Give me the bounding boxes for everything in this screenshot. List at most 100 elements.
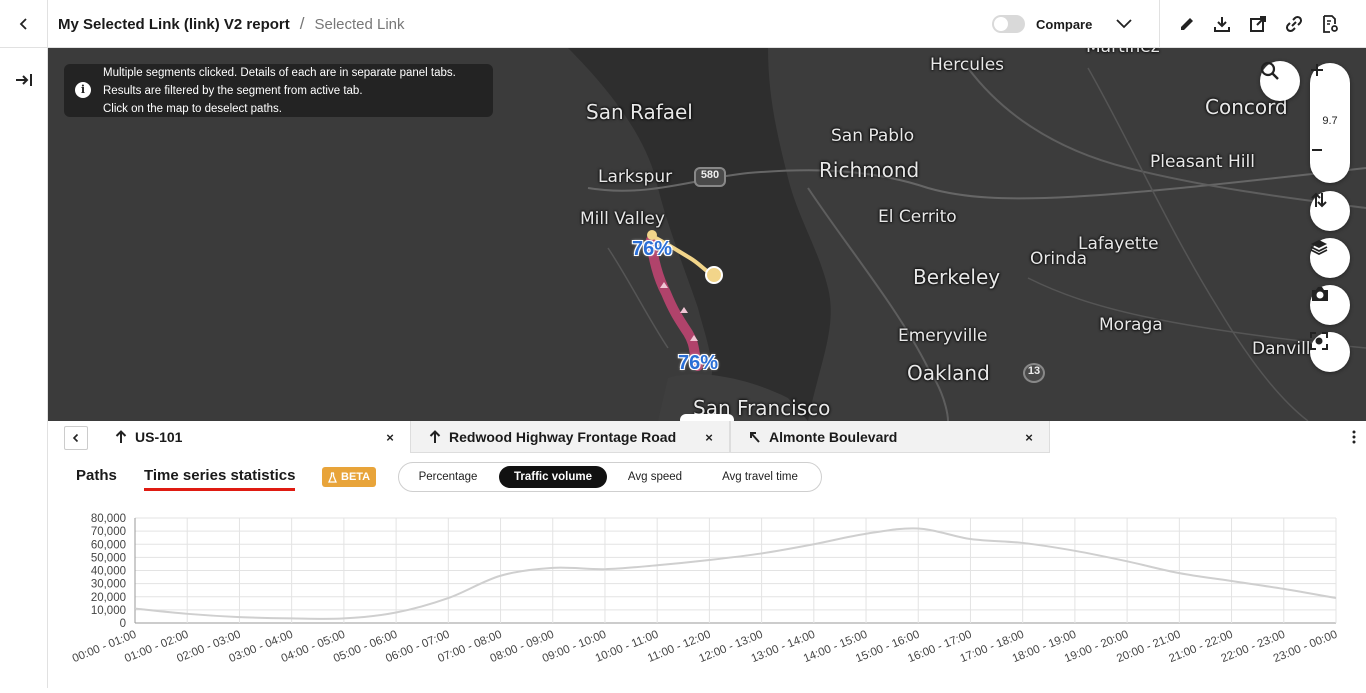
metric-traffic-volume[interactable]: Traffic volume — [499, 466, 607, 488]
metric-selector: Percentage Traffic volume Avg speed Avg … — [398, 462, 822, 492]
tab-close-button[interactable]: × — [1021, 429, 1037, 445]
map-label-hercules: Hercules — [930, 55, 1004, 75]
breadcrumb: My Selected Link (link) V2 report / Sele… — [58, 0, 405, 48]
share-button[interactable] — [1246, 12, 1270, 36]
tab-close-button[interactable]: × — [382, 429, 398, 445]
plus-icon — [1310, 63, 1324, 77]
tab-redwood-highway-frontage-road[interactable]: Redwood Highway Frontage Road × — [410, 421, 730, 453]
breadcrumb-separator: / — [300, 14, 305, 34]
map-label-berkeley: Berkeley — [913, 265, 1000, 289]
copy-link-button[interactable] — [1282, 12, 1306, 36]
export-icon — [1249, 15, 1267, 33]
download-button[interactable] — [1210, 12, 1234, 36]
map-search-button[interactable] — [1260, 61, 1300, 101]
y-tick-label: 70,000 — [91, 526, 126, 538]
y-tick-label: 80,000 — [91, 513, 126, 525]
focus-button[interactable] — [1310, 332, 1350, 372]
y-tick-label: 10,000 — [91, 605, 126, 617]
map-label-orinda: Orinda — [1030, 249, 1087, 269]
map-label-el-cerrito: El Cerrito — [878, 207, 957, 227]
minus-icon — [1310, 143, 1324, 157]
edit-button[interactable] — [1175, 12, 1199, 36]
tab-close-button[interactable]: × — [701, 429, 717, 445]
map-label-richmond: Richmond — [819, 158, 919, 182]
tab-almonte-boulevard[interactable]: Almonte Boulevard × — [730, 421, 1050, 453]
document-settings-icon — [1321, 15, 1339, 33]
map-label-pleasant-hill: Pleasant Hill — [1150, 152, 1255, 172]
tab-paths[interactable]: Paths — [76, 467, 117, 484]
tab-us-101[interactable]: US-101 × — [106, 421, 410, 453]
info-line-1: Multiple segments clicked. Details of ea… — [103, 64, 456, 82]
chevron-left-icon — [71, 433, 81, 443]
map-view[interactable]: i Multiple segments clicked. Details of … — [48, 48, 1366, 421]
compare-toggle[interactable] — [992, 15, 1025, 33]
chevron-down-icon — [1116, 19, 1132, 29]
metric-percentage[interactable]: Percentage — [403, 466, 493, 488]
expand-button[interactable] — [1112, 12, 1136, 36]
tab-label: Almonte Boulevard — [769, 429, 897, 445]
download-icon — [1213, 15, 1231, 33]
series-line-traffic-volume[interactable] — [135, 528, 1336, 619]
top-bar: My Selected Link (link) V2 report / Sele… — [0, 0, 1366, 48]
map-label-mill-valley: Mill Valley — [580, 209, 665, 229]
direction-button[interactable] — [1310, 191, 1350, 231]
zoom-in-button[interactable] — [1310, 63, 1350, 103]
toolbar-divider — [1159, 0, 1160, 48]
info-message: i Multiple segments clicked. Details of … — [64, 64, 493, 117]
zoom-out-button[interactable] — [1310, 143, 1350, 183]
panel-subtabs: Paths Time series statistics BETA Percen… — [48, 453, 1366, 501]
y-tick-label: 30,000 — [91, 579, 126, 591]
report-settings-button[interactable] — [1318, 12, 1342, 36]
screenshot-button[interactable] — [1310, 285, 1350, 325]
panel-resize-handle[interactable] — [680, 414, 734, 421]
arrow-up-left-icon — [749, 430, 761, 444]
map-label-san-rafael: San Rafael — [586, 100, 693, 124]
y-tick-label: 40,000 — [91, 566, 126, 578]
metric-avg-speed[interactable]: Avg speed — [613, 466, 697, 488]
breadcrumb-current: Selected Link — [314, 16, 404, 33]
compare-control: Compare — [992, 0, 1092, 48]
tab-prev-button[interactable] — [64, 426, 88, 450]
pencil-icon — [1178, 15, 1196, 33]
arrow-up-icon — [429, 430, 441, 444]
y-tick-label: 60,000 — [91, 539, 126, 551]
tab-time-series-statistics[interactable]: Time series statistics — [144, 467, 295, 484]
info-line-3: Click on the map to deselect paths. — [103, 100, 456, 118]
report-title[interactable]: My Selected Link (link) V2 report — [58, 16, 290, 33]
more-options-button[interactable] — [1344, 427, 1364, 447]
zoom-level: 9.7 — [1310, 115, 1350, 127]
arrow-up-icon — [115, 430, 127, 444]
layers-button[interactable] — [1310, 238, 1350, 278]
segment-tabs: US-101 × Redwood Highway Frontage Road ×… — [48, 421, 1366, 453]
expand-panel-button[interactable] — [6, 62, 42, 98]
compare-label: Compare — [1036, 17, 1092, 32]
map-label-san-pablo: San Pablo — [831, 126, 914, 146]
map-label-larkspur: Larkspur — [598, 167, 672, 187]
layers-icon — [1310, 238, 1328, 256]
search-icon — [1260, 61, 1280, 81]
chevron-left-icon — [17, 17, 31, 31]
map-label-emeryville: Emeryville — [898, 326, 988, 346]
info-icon: i — [75, 82, 91, 98]
map-label-martinez: Martinez — [1086, 48, 1160, 57]
beta-label: BETA — [341, 471, 370, 483]
route-percentage-top: 76% — [632, 238, 672, 261]
focus-frame-icon — [1310, 332, 1328, 350]
y-tick-label: 0 — [120, 618, 126, 630]
map-label-lafayette: Lafayette — [1078, 234, 1159, 254]
beta-badge: BETA — [322, 467, 376, 487]
info-line-2: Results are filtered by the segment from… — [103, 82, 456, 100]
link-icon — [1285, 15, 1303, 33]
y-tick-label: 50,000 — [91, 552, 126, 564]
metric-avg-travel-time[interactable]: Avg travel time — [703, 466, 817, 488]
tab-label: Redwood Highway Frontage Road — [449, 429, 676, 445]
back-button[interactable] — [0, 0, 48, 48]
left-rail — [0, 48, 48, 688]
camera-icon — [1310, 285, 1330, 303]
kebab-menu-icon — [1352, 430, 1356, 444]
y-tick-label: 20,000 — [91, 592, 126, 604]
map-label-oakland: Oakland — [907, 361, 990, 385]
map-label-moraga: Moraga — [1099, 315, 1163, 335]
